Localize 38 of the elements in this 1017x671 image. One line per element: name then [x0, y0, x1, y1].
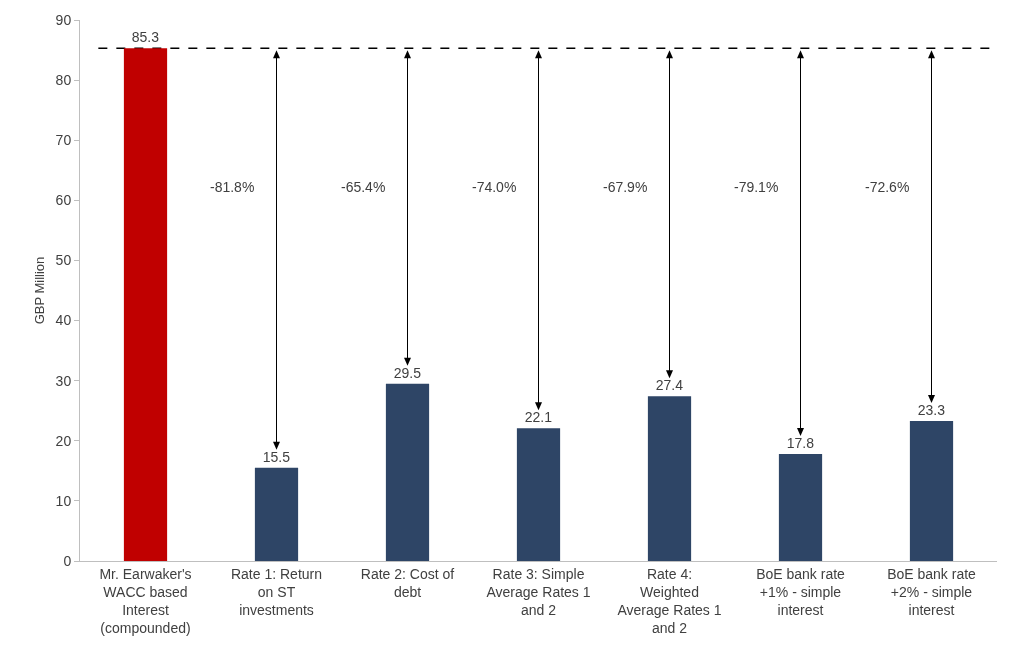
x-tick-label: Rate 2: Cost of debt [360, 565, 455, 600]
bar [254, 467, 299, 561]
x-tick-label: BoE bank rate +1% - simple interest [756, 565, 846, 619]
annotation: -72.6% [865, 179, 910, 195]
data-label: 23.3 [917, 401, 946, 418]
y-tick-label: 20 [55, 432, 72, 449]
bar [909, 420, 954, 561]
y-axis-title: GBP Million [32, 256, 47, 325]
x-tick-label: Rate 1: Return on ST investments [230, 565, 323, 619]
annotation: -67.9% [603, 179, 648, 195]
y-tick-label: 90 [55, 11, 72, 28]
y-tick-label: 0 [63, 552, 72, 569]
annotation: -74.0% [472, 179, 517, 195]
data-label: 85.3 [131, 29, 160, 46]
bar [778, 454, 823, 561]
data-label: 29.5 [393, 364, 422, 381]
x-tick-label: Rate 3: Simple Average Rates 1 and 2 [486, 565, 591, 619]
y-tick-label: 50 [55, 252, 72, 269]
annotation: -65.4% [341, 179, 386, 195]
x-tick-label: Rate 4: Weighted Average Rates 1 and 2 [617, 565, 722, 637]
y-tick-label: 80 [55, 72, 72, 89]
bar [123, 48, 168, 561]
bar [647, 396, 692, 561]
y-tick-label: 40 [55, 312, 72, 329]
y-tick-label: 60 [55, 192, 72, 209]
bar [516, 428, 561, 561]
bar [385, 383, 430, 561]
data-label: 22.1 [524, 409, 553, 426]
data-label: 27.4 [655, 377, 684, 394]
annotation: -79.1% [734, 179, 779, 195]
x-tick-label: BoE bank rate +2% - simple interest [887, 565, 977, 619]
y-tick-label: 10 [55, 492, 72, 509]
data-label: 15.5 [262, 448, 291, 465]
x-tick-label: Mr. Earwaker's WACC based Interest (compounded) [99, 565, 192, 637]
y-tick-label: 30 [55, 372, 72, 389]
data-label: 17.8 [786, 435, 815, 451]
y-tick-label: 70 [55, 132, 72, 149]
annotation: -81.8% [210, 179, 255, 195]
